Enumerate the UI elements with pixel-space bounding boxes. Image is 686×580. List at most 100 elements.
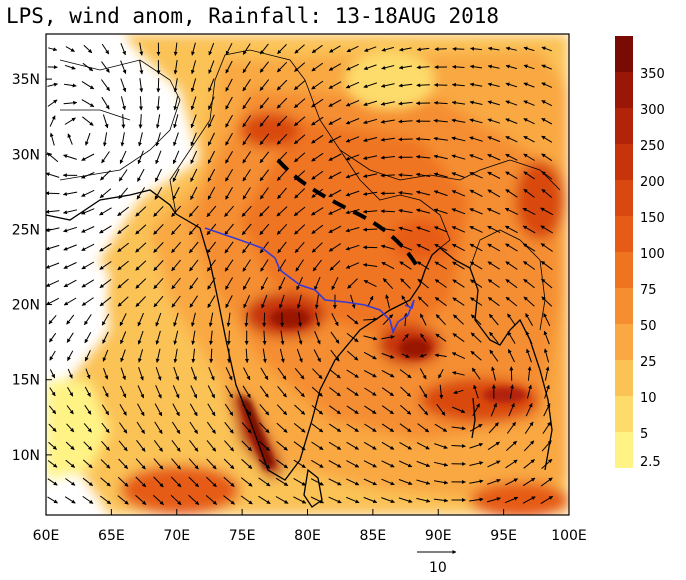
- wind-vector: [99, 278, 112, 289]
- lon-tick-label: 85E: [360, 528, 387, 544]
- wind-vector: [259, 169, 269, 182]
- wind-vector: [345, 190, 360, 197]
- wind-vector: [505, 243, 518, 252]
- wind-vector: [173, 78, 178, 93]
- wind-vector: [452, 46, 465, 51]
- wind-vector: [540, 260, 553, 271]
- wind-vector: [81, 297, 94, 306]
- wind-vector: [541, 100, 553, 107]
- wind-vector: [363, 173, 378, 178]
- wind-vector: [451, 190, 466, 197]
- wind-vector: [328, 117, 342, 125]
- wind-vector: [541, 171, 553, 180]
- wind-vector: [490, 402, 497, 417]
- colorbar-label: 350: [640, 67, 665, 82]
- wind-vector: [67, 350, 74, 361]
- wind-vector: [48, 423, 57, 432]
- wind-vector: [522, 243, 536, 252]
- wind-vector: [381, 405, 394, 415]
- wind-vector: [172, 168, 180, 182]
- wind-vector: [487, 171, 501, 179]
- wind-vector: [153, 205, 164, 217]
- wind-vector: [487, 46, 500, 51]
- wind-vector: [99, 207, 112, 216]
- wind-vector: [173, 348, 178, 363]
- wind-vector: [189, 421, 199, 434]
- wind-vector: [155, 366, 162, 381]
- wind-vector: [310, 496, 324, 504]
- wind-vector: [155, 150, 162, 165]
- wind-vector: [225, 186, 233, 200]
- wind-vector: [83, 314, 92, 326]
- wind-vector: [48, 332, 57, 343]
- wind-vector: [487, 279, 500, 288]
- wind-vector: [451, 406, 466, 413]
- wind-vector: [83, 441, 93, 451]
- wind-vector: [64, 117, 76, 125]
- wind-vector: [156, 96, 161, 111]
- wind-vector: [439, 384, 444, 400]
- wind-vector: [258, 495, 271, 505]
- wind-vector: [120, 96, 126, 111]
- wind-vector: [63, 262, 77, 269]
- wind-vector: [363, 82, 377, 89]
- wind-vector: [81, 279, 95, 288]
- wind-vector: [403, 312, 408, 327]
- wind-vector: [262, 348, 267, 363]
- wind-vector: [118, 169, 128, 182]
- wind-vector: [346, 496, 360, 504]
- wind-vector: [451, 100, 466, 105]
- wind-vector: [47, 460, 58, 468]
- wind-vector: [415, 172, 431, 177]
- wind-vector: [170, 476, 182, 488]
- wind-vector: [67, 133, 73, 145]
- wind-vector: [173, 42, 178, 56]
- wind-vector: [275, 496, 289, 504]
- wind-vector: [119, 150, 127, 164]
- wind-vector: [243, 294, 251, 309]
- wind-vector: [505, 440, 518, 451]
- wind-vector: [330, 331, 340, 344]
- wind-vector: [259, 385, 269, 398]
- wind-vector: [416, 460, 431, 467]
- wind-vector: [311, 386, 323, 397]
- wind-vector: [190, 385, 198, 399]
- wind-vector: [294, 44, 305, 54]
- wind-vector: [294, 188, 306, 199]
- wind-vector: [81, 153, 95, 161]
- wind-vector: [505, 153, 518, 161]
- wind-vector: [451, 154, 466, 160]
- wind-vector: [100, 477, 111, 487]
- wind-vector: [173, 114, 179, 129]
- wind-vector: [258, 459, 271, 469]
- wind-vector: [189, 295, 199, 308]
- wind-vector: [190, 168, 198, 182]
- lon-tick-label: 70E: [163, 528, 190, 544]
- wind-vector: [135, 476, 147, 488]
- wind-vector: [153, 242, 164, 253]
- wind-vector: [506, 421, 517, 434]
- wind-vector: [171, 277, 181, 290]
- wind-vector: [400, 386, 412, 397]
- wind-vector: [487, 118, 501, 124]
- wind-vector: [345, 81, 360, 89]
- wind-vector: [346, 405, 359, 415]
- wind-vector: [328, 496, 342, 504]
- wind-vector: [381, 441, 395, 450]
- wind-vector: [311, 405, 324, 415]
- wind-vector: [452, 261, 465, 270]
- wind-vector: [49, 115, 56, 127]
- wind-vector: [381, 261, 395, 270]
- wind-vector: [117, 296, 129, 307]
- wind-vector: [259, 115, 270, 127]
- wind-vector: [47, 99, 58, 107]
- wind-vector: [543, 403, 551, 417]
- wind-vector: [436, 403, 446, 416]
- wind-vector: [469, 279, 483, 288]
- wind-vector: [49, 369, 56, 379]
- wind-vector: [207, 186, 216, 200]
- wind-vector: [380, 119, 395, 124]
- wind-vector: [120, 43, 126, 56]
- wind-vector: [489, 349, 499, 362]
- wind-vector: [525, 330, 533, 345]
